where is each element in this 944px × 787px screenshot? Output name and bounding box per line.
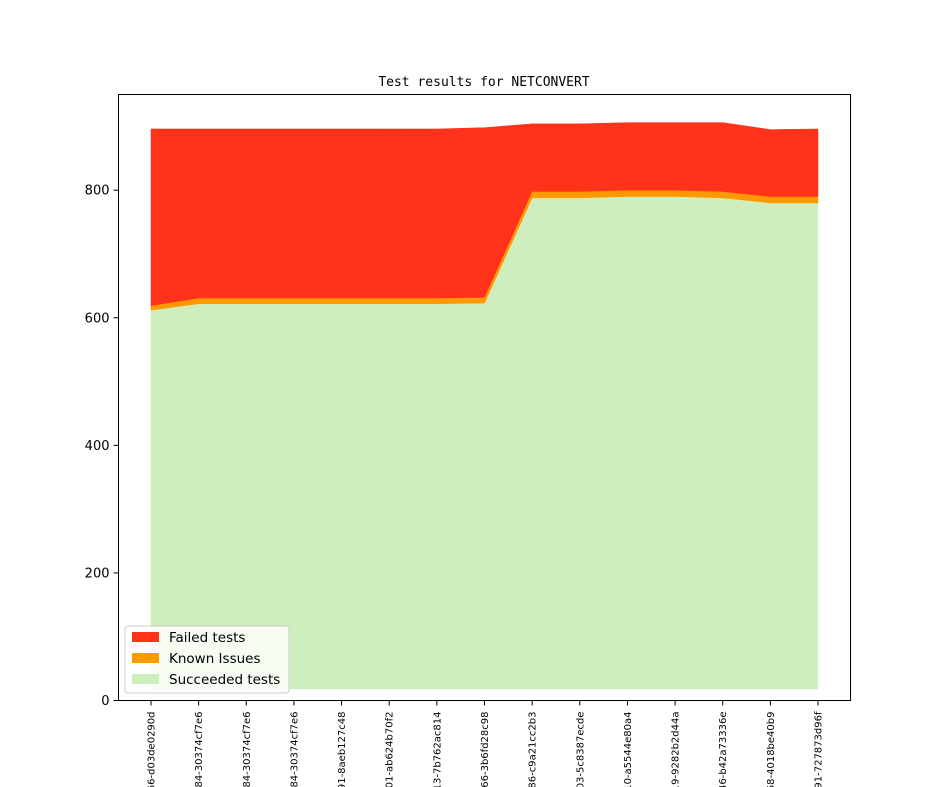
x-tick-label: 68-4018be40b9	[766, 712, 777, 787]
x-axis: 66-d03de0290d 84-30374cf7e6 84-30374cf7e6 8…	[147, 700, 825, 787]
legend-swatch	[132, 632, 159, 642]
legend-box	[124, 625, 290, 694]
y-tick-label: 0	[101, 694, 109, 709]
y-tick-label: 200	[85, 566, 110, 581]
x-tick-label: 13-7b762ac814	[432, 712, 443, 787]
y-tick-label: 400	[85, 439, 110, 454]
x-tick-label: 86-c9a21cc2b3	[528, 712, 539, 787]
x-tick-label: 03-5c8387ecde	[575, 712, 586, 787]
x-tick-label: 66-d03de0290d	[147, 712, 158, 787]
chart-title: Test results for NETCONVERT	[378, 75, 589, 90]
stacked-areas	[150, 122, 819, 690]
legend-label: Failed tests	[169, 630, 245, 646]
x-tick-label: 46-b42a73336e	[718, 712, 729, 787]
y-tick-label: 800	[85, 184, 110, 199]
x-tick-label: 84-30374cf7e6	[242, 712, 253, 787]
x-tick-label: 66-3b6fd28c98	[480, 712, 491, 787]
area-failed-tests	[150, 122, 819, 306]
x-tick-label: 84-30374cf7e6	[289, 712, 300, 787]
y-tick-label: 600	[85, 311, 110, 326]
y-axis: 0 200 400 600 800	[85, 184, 119, 709]
legend-swatch	[132, 674, 159, 684]
x-tick-label: 91-727873d96f	[814, 711, 825, 787]
legend-label: Known Issues	[169, 651, 261, 667]
x-tick-label: 91-8aeb127c48	[337, 712, 348, 787]
x-tick-label: 01-ab624b70f2	[385, 712, 396, 787]
x-tick-label: 84-30374cf7e6	[194, 712, 205, 787]
legend-swatch	[132, 653, 159, 663]
x-tick-label: 10-a5544e80a4	[623, 712, 634, 787]
x-tick-label: 19-9282b2d44a	[671, 712, 682, 787]
legend-label: Succeeded tests	[169, 672, 280, 688]
legend: Failed tests Known Issues Succeeded tests	[124, 625, 290, 694]
